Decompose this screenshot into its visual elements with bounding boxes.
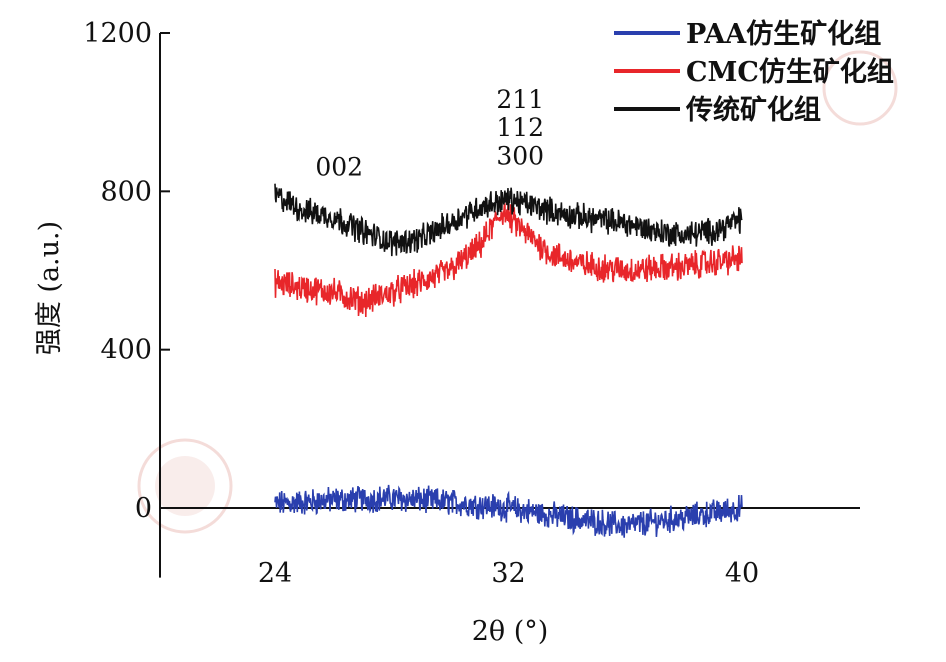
axes: 0 400 800 1200 24 32 40 xyxy=(83,18,860,589)
series-line-1 xyxy=(274,484,743,538)
y-tick-label: 0 xyxy=(135,493,152,524)
series-line-3 xyxy=(274,183,743,257)
legend-label: CMC仿生矿化组 xyxy=(686,56,894,88)
peak-label: 112 xyxy=(496,113,544,142)
x-ticks: 24 32 40 xyxy=(258,558,759,589)
x-tick-label: 24 xyxy=(258,558,292,589)
peak-label: 002 xyxy=(315,153,363,182)
watermark-seal xyxy=(137,50,898,534)
series-layer xyxy=(274,183,743,538)
peak-label: 300 xyxy=(496,141,544,170)
y-axis-title: 强度 (a.u.) xyxy=(34,221,65,355)
peak-label: 211 xyxy=(496,85,544,114)
y-ticks: 0 400 800 1200 xyxy=(83,18,170,524)
legend-label: 传统矿化组 xyxy=(685,94,821,126)
y-tick-label: 400 xyxy=(100,335,152,366)
x-tick-label: 40 xyxy=(725,558,759,589)
x-tick-label: 32 xyxy=(491,558,525,589)
y-tick-label: 800 xyxy=(100,176,152,207)
x-axis-title: 2θ (°) xyxy=(472,616,549,647)
series-line-2 xyxy=(274,202,743,318)
legend-label: PAA仿生矿化组 xyxy=(686,18,881,50)
y-tick-label: 1200 xyxy=(83,18,152,49)
